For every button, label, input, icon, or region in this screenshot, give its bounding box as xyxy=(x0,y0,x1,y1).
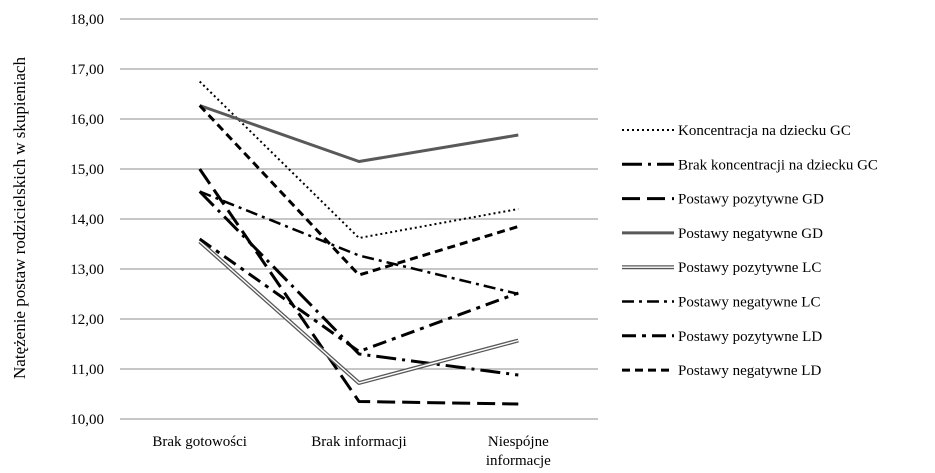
series-line xyxy=(198,80,519,239)
y-axis-ticks: 10,00 11,00 12,00 13,00 14,00 15,00 16,00 17,00… xyxy=(70,12,104,428)
y-tick-label: 16,00 xyxy=(70,112,104,128)
legend-label: Postawy pozytywne LC xyxy=(678,260,821,276)
series-line xyxy=(198,237,519,353)
legend-label: Postawy negatywne LC xyxy=(678,295,820,311)
series-line xyxy=(198,190,519,377)
y-tick-label: 13,00 xyxy=(70,262,104,278)
legend: Koncentracja na dziecku GC Brak koncentra… xyxy=(622,123,878,379)
y-tick-label: 18,00 xyxy=(70,12,104,28)
series-lines xyxy=(198,80,519,406)
series-line xyxy=(198,104,519,277)
legend-label: Postawy pozytywne LD xyxy=(678,329,822,345)
y-tick-label: 10,00 xyxy=(70,412,104,428)
series-line xyxy=(199,190,519,296)
x-tick-label: Niespójne informacje xyxy=(486,434,551,469)
series-line xyxy=(198,168,519,406)
x-tick-label: Brak gotowości xyxy=(152,434,247,450)
series-line xyxy=(199,104,519,163)
legend-label: Postawy pozytywne GD xyxy=(678,192,824,208)
x-axis-ticks: Brak gotowości Brak informacji Niespójne in… xyxy=(152,434,551,469)
y-tick-label: 11,00 xyxy=(71,362,104,378)
series-line xyxy=(198,240,519,385)
y-tick-label: 14,00 xyxy=(70,212,104,228)
x-tick-label: Brak informacji xyxy=(311,434,406,450)
y-tick-label: 12,00 xyxy=(70,312,104,328)
legend-label: Brak koncentracji na dziecku GC xyxy=(678,157,878,173)
y-tick-label: 15,00 xyxy=(70,162,104,178)
gridlines xyxy=(120,18,598,420)
legend-label: Postawy negatywne LD xyxy=(678,363,821,379)
y-tick-label: 17,00 xyxy=(70,62,104,78)
y-axis-label: Natężenie postaw rodzicielskich w skupie… xyxy=(10,57,29,379)
legend-label: Postawy negatywne GD xyxy=(678,226,823,242)
legend-label: Koncentracja na dziecku GC xyxy=(678,123,851,139)
